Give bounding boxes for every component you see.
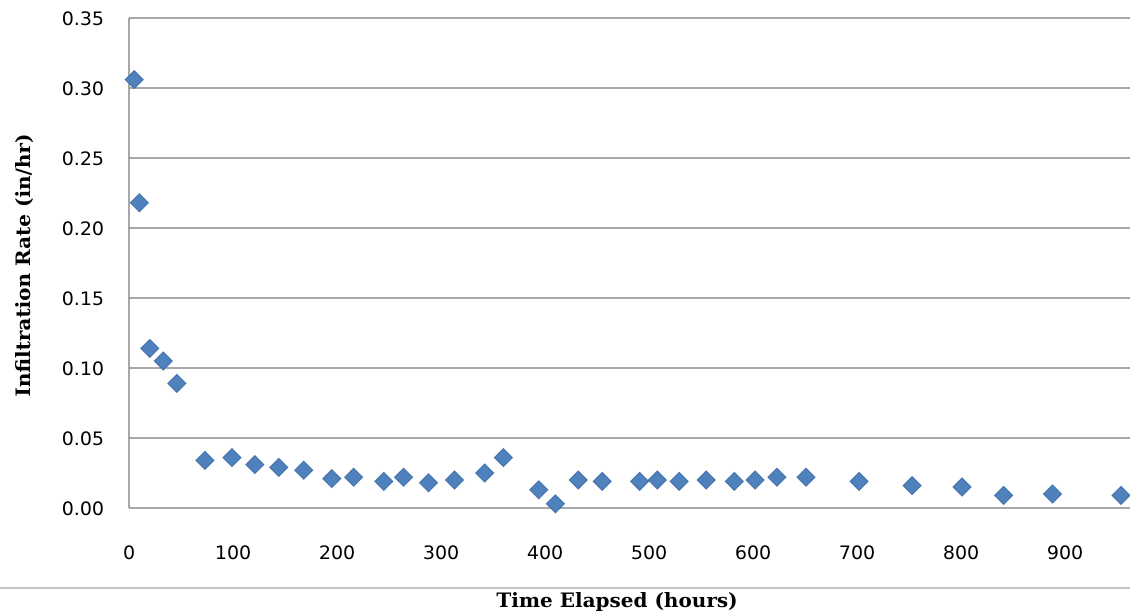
data-point [1111, 485, 1130, 506]
data-point [374, 471, 394, 492]
x-tick-label: 900 [1047, 542, 1083, 564]
data-point [343, 467, 364, 487]
data-point [393, 467, 414, 487]
data-point [952, 477, 972, 497]
data-point [745, 470, 765, 490]
x-tick-label: 400 [527, 542, 563, 564]
data-point [418, 473, 439, 493]
y-tick-labels: 0.00 0.05 0.10 0.15 0.20 0.25 0.30 0.35 [62, 8, 104, 520]
y-tick-label: 0.30 [62, 78, 104, 100]
data-point [767, 467, 787, 487]
data-points [124, 69, 1130, 514]
data-point [124, 69, 144, 90]
data-point [529, 480, 549, 500]
data-point [153, 351, 174, 371]
x-tick-label: 500 [631, 542, 667, 564]
y-tick-label: 0.35 [62, 8, 104, 30]
data-point [629, 471, 650, 492]
data-point [724, 471, 744, 492]
data-point [993, 485, 1014, 506]
data-point [167, 373, 187, 394]
x-tick-labels: 0 100 200 300 400 500 600 700 800 900 [123, 542, 1083, 564]
y-tick-label: 0.00 [62, 498, 104, 520]
y-tick-label: 0.05 [62, 428, 104, 450]
x-tick-label: 0 [123, 542, 135, 564]
data-point [796, 467, 816, 487]
data-point [140, 338, 160, 359]
data-point [129, 193, 150, 213]
x-tick-label: 700 [839, 542, 875, 564]
y-tick-label: 0.15 [62, 288, 104, 310]
x-tick-label: 300 [423, 542, 459, 564]
y-tick-label: 0.20 [62, 218, 104, 240]
x-axis-title: Time Elapsed (hours) [496, 588, 737, 612]
data-point [849, 471, 869, 492]
data-point [269, 457, 289, 478]
data-point [696, 470, 716, 490]
x-tick-label: 100 [215, 542, 251, 564]
data-point [545, 494, 566, 514]
x-tick-label: 200 [319, 542, 355, 564]
data-point [592, 471, 612, 492]
data-point [1042, 484, 1063, 504]
y-tick-label: 0.25 [62, 148, 104, 170]
data-point [294, 460, 314, 480]
data-point [444, 470, 465, 490]
data-point [647, 470, 668, 490]
data-point [902, 475, 922, 496]
data-point [222, 447, 242, 468]
data-point [474, 463, 495, 483]
gridlines [129, 17, 1130, 439]
data-point [322, 468, 342, 489]
x-tick-label: 600 [735, 542, 771, 564]
x-tick-label: 800 [943, 542, 979, 564]
data-point [568, 470, 588, 490]
data-point [245, 454, 265, 475]
y-tick-label: 0.10 [62, 358, 104, 380]
data-point [195, 450, 215, 471]
y-axis-title: Infiltration Rate (in/hr) [11, 134, 35, 397]
axes [0, 18, 1130, 589]
data-point [669, 471, 689, 492]
data-point [493, 447, 514, 468]
